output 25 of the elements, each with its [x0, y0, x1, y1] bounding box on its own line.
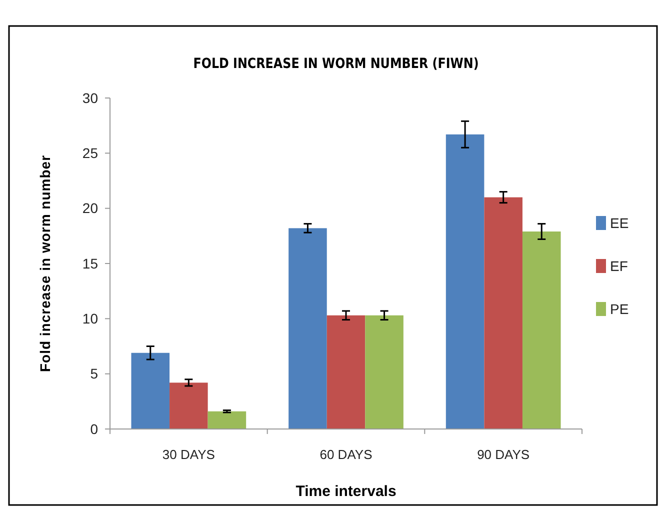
y-tick-label: 0 [90, 420, 98, 437]
bar [326, 315, 366, 429]
y-tick-label: 20 [82, 200, 98, 216]
bar [365, 315, 404, 429]
bar [208, 411, 246, 429]
x-tick-label: 90 DAYS [477, 447, 530, 462]
bar [522, 232, 561, 429]
y-tick-label: 15 [82, 255, 98, 272]
y-tick-label: 10 [82, 310, 98, 327]
bar [484, 197, 522, 429]
bar [131, 352, 170, 429]
bar [288, 228, 327, 429]
x-axis-title: Time intervals [296, 483, 396, 500]
legend-label: PE [610, 300, 629, 317]
y-tick-label: 5 [90, 366, 98, 382]
x-tick-label: 60 DAYS [320, 447, 373, 462]
y-tick-label: 25 [82, 145, 98, 162]
x-tick-label: 30 DAYS [162, 447, 216, 462]
legend-label: EE [610, 214, 629, 231]
legend-label: EF [610, 258, 628, 274]
bar [446, 134, 484, 429]
bar [170, 382, 208, 429]
y-axis-title: Fold increase in worm number [37, 154, 53, 372]
y-tick-label: 30 [82, 90, 98, 106]
chart-title: FOLD INCREASE IN WORM NUMBER (FIWN) [193, 56, 479, 72]
